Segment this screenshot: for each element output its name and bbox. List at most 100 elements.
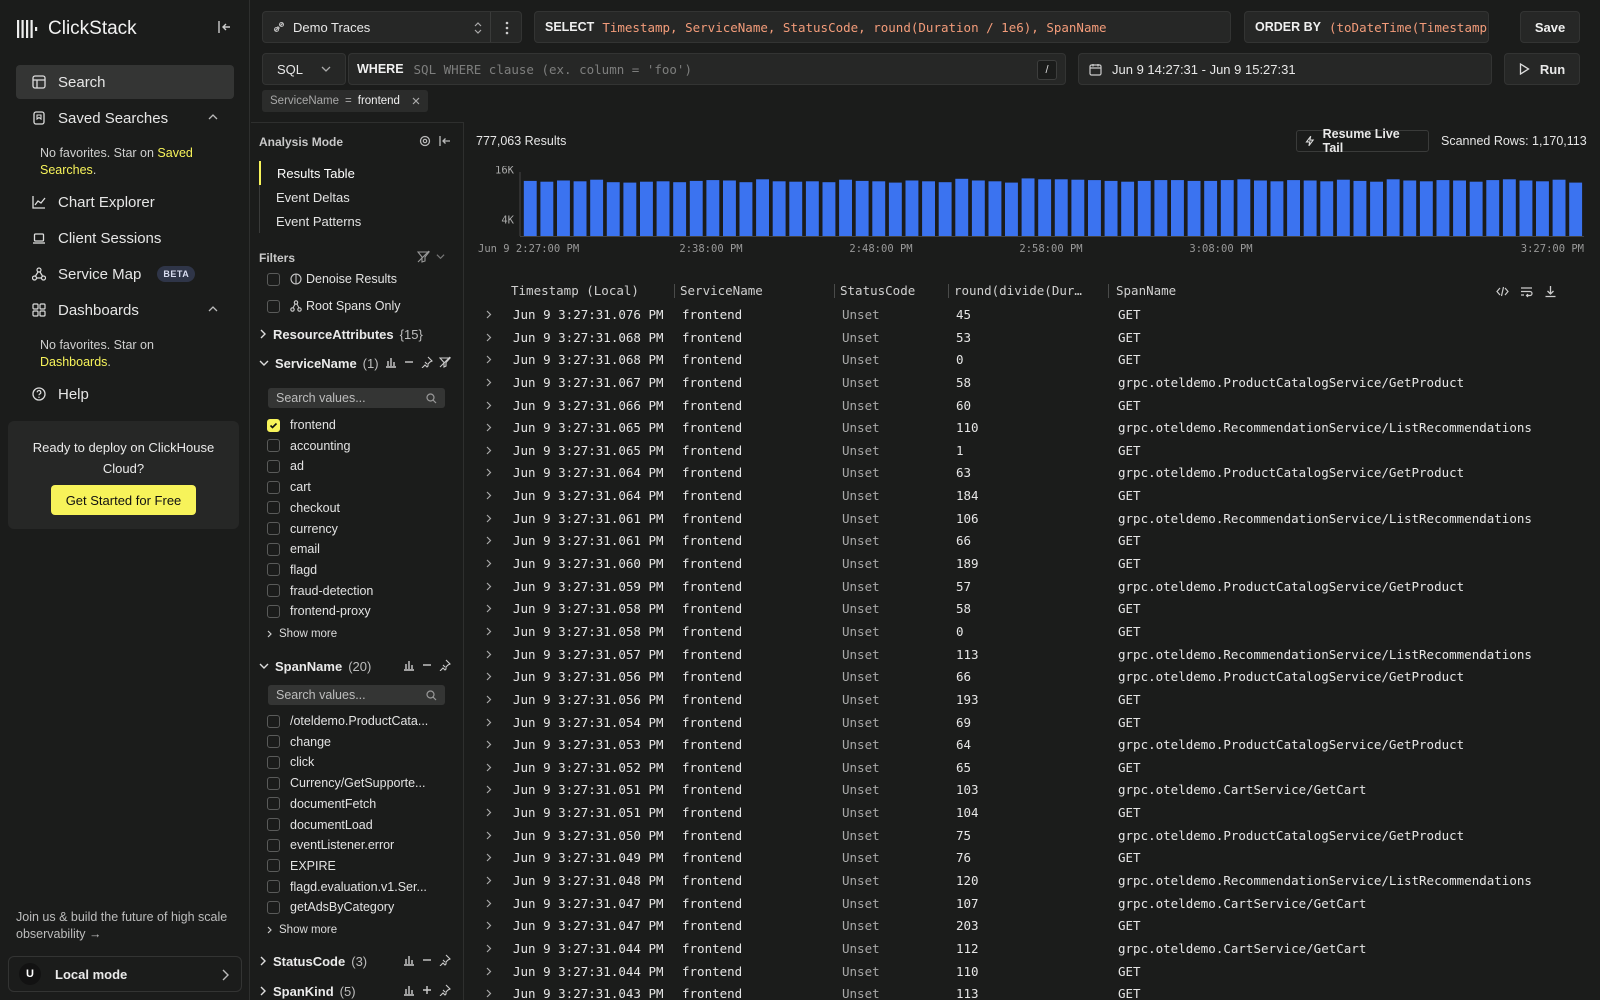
checkbox[interactable] xyxy=(267,776,280,790)
checkbox[interactable] xyxy=(267,880,280,894)
root-spans-toggle[interactable]: Root Spans Only xyxy=(267,296,452,316)
histogram-bar[interactable] xyxy=(1005,182,1018,236)
histogram-bar[interactable] xyxy=(540,181,554,236)
table-row[interactable]: Jun 9 3:27:31.058 PM frontend Unset 58 GET xyxy=(476,597,1588,620)
checkbox[interactable] xyxy=(267,501,280,515)
mode-results-table[interactable]: Results Table xyxy=(259,161,449,185)
collapse-sidebar-icon[interactable] xyxy=(218,20,232,34)
expand-row-icon[interactable] xyxy=(486,718,492,727)
checkbox[interactable] xyxy=(267,480,280,494)
table-row[interactable]: Jun 9 3:27:31.065 PM frontend Unset 1 GET xyxy=(476,439,1588,462)
table-row[interactable]: Jun 9 3:27:31.053 PM frontend Unset 64 grpc.… xyxy=(476,733,1588,756)
table-row[interactable]: Jun 9 3:27:31.058 PM frontend Unset 0 GET xyxy=(476,620,1588,643)
filter-value[interactable]: eventListener.error xyxy=(267,835,452,855)
histogram-bar[interactable] xyxy=(1088,180,1101,236)
checkbox[interactable] xyxy=(267,859,280,873)
histogram-bar[interactable] xyxy=(1370,181,1383,236)
resume-live-tail-button[interactable]: Resume Live Tail xyxy=(1296,127,1429,155)
histogram-bar[interactable] xyxy=(922,181,935,236)
expand-row-icon[interactable] xyxy=(486,650,492,659)
table-row[interactable]: Jun 9 3:27:31.044 PM frontend Unset 110 GET xyxy=(476,960,1588,983)
filter-value[interactable]: cart xyxy=(267,477,452,497)
histogram-bar[interactable] xyxy=(1204,180,1218,236)
run-button[interactable]: Run xyxy=(1504,53,1580,85)
expand-row-icon[interactable] xyxy=(486,899,492,908)
expand-row-icon[interactable] xyxy=(486,536,492,545)
checkbox[interactable] xyxy=(267,604,280,618)
checkbox[interactable] xyxy=(267,563,280,577)
chevron-up-icon[interactable] xyxy=(208,112,218,122)
histogram-bar[interactable] xyxy=(590,179,604,236)
histogram-bar[interactable] xyxy=(689,180,703,236)
histogram-bar[interactable] xyxy=(606,182,620,236)
histogram-bar[interactable] xyxy=(905,180,919,237)
histogram-bar[interactable] xyxy=(988,181,1002,236)
pin-icon[interactable] xyxy=(439,659,451,671)
table-row[interactable]: Jun 9 3:27:31.068 PM frontend Unset 53 GET xyxy=(476,326,1588,349)
checkbox[interactable] xyxy=(267,522,280,535)
expand-row-icon[interactable] xyxy=(486,333,492,342)
table-row[interactable]: Jun 9 3:27:31.048 PM frontend Unset 120 grpc… xyxy=(476,869,1588,892)
nav-help[interactable]: Help xyxy=(16,377,234,411)
filter-value[interactable]: frontend-proxy xyxy=(267,601,452,621)
histogram-bar[interactable] xyxy=(772,181,786,236)
histogram-bar[interactable] xyxy=(789,181,803,236)
expand-row-icon[interactable] xyxy=(486,740,492,749)
filter-value[interactable]: currency xyxy=(267,519,452,539)
brand[interactable]: ClickStack xyxy=(16,14,137,44)
nav-dashboards[interactable]: Dashboards xyxy=(16,293,234,327)
column-header[interactable]: StatusCode xyxy=(840,283,916,298)
expand-row-icon[interactable] xyxy=(486,514,492,523)
show-more-service[interactable]: Show more xyxy=(267,628,337,640)
checkbox[interactable] xyxy=(267,439,280,453)
service-name-search-input[interactable]: Search values... xyxy=(268,388,445,408)
checkbox[interactable] xyxy=(267,459,280,473)
histogram-bar[interactable] xyxy=(1154,180,1168,236)
expand-row-icon[interactable] xyxy=(486,785,492,794)
filter-value[interactable]: EXPIRE xyxy=(267,856,452,876)
expand-row-icon[interactable] xyxy=(486,763,492,772)
expand-row-icon[interactable] xyxy=(486,672,492,681)
nav-saved-searches[interactable]: Saved Searches xyxy=(16,101,234,135)
column-header[interactable]: ServiceName xyxy=(680,283,763,298)
nav-service-map[interactable]: Service Map BETA xyxy=(16,257,234,291)
filter-value[interactable]: checkout xyxy=(267,498,452,518)
expand-row-icon[interactable] xyxy=(486,491,492,500)
group-service-name[interactable]: ServiceName (1) xyxy=(259,352,459,374)
histogram-bar[interactable] xyxy=(938,182,952,236)
expand-row-icon[interactable] xyxy=(486,695,492,704)
filter-value[interactable]: fraud-detection xyxy=(267,581,452,601)
checkbox[interactable] xyxy=(267,418,280,432)
plus-icon[interactable] xyxy=(421,984,433,996)
histogram-bar[interactable] xyxy=(623,182,637,236)
column-header[interactable]: round(divide(Dur… xyxy=(954,283,1082,298)
filter-value[interactable]: documentFetch xyxy=(267,794,452,814)
expand-row-icon[interactable] xyxy=(486,355,492,364)
table-row[interactable]: Jun 9 3:27:31.050 PM frontend Unset 75 grpc.… xyxy=(476,824,1588,847)
histogram-chart[interactable]: 16K 4K Jun 9 2:27:00 PM 2:38:00 PM 2:48:00 P… xyxy=(476,166,1588,262)
histogram-bar[interactable] xyxy=(805,181,819,236)
filter-value[interactable]: accounting xyxy=(267,436,452,456)
pin-icon[interactable] xyxy=(421,356,433,368)
span-name-search-input[interactable]: Search values... xyxy=(268,685,445,705)
histogram-bar[interactable] xyxy=(872,181,886,236)
expand-row-icon[interactable] xyxy=(486,604,492,613)
save-button[interactable]: Save xyxy=(1520,11,1580,43)
checkbox[interactable] xyxy=(267,838,280,852)
expand-row-icon[interactable] xyxy=(486,989,492,998)
nav-client-sessions[interactable]: Client Sessions xyxy=(16,221,234,255)
expand-row-icon[interactable] xyxy=(486,627,492,636)
group-span-kind[interactable]: SpanKind (5) xyxy=(259,980,459,1000)
filter-value[interactable]: flagd xyxy=(267,560,452,580)
group-resource-attributes[interactable]: ResourceAttributes {15} xyxy=(259,323,459,345)
histogram-bar[interactable] xyxy=(822,182,836,236)
filter-value[interactable]: documentLoad xyxy=(267,815,452,835)
histogram-bar[interactable] xyxy=(1403,180,1417,237)
nav-search[interactable]: Search xyxy=(16,65,234,99)
order-by-input[interactable]: ORDER BY (toDateTime(Timestamp), xyxy=(1244,11,1489,43)
table-row[interactable]: Jun 9 3:27:31.061 PM frontend Unset 66 GET xyxy=(476,529,1588,552)
histogram-bar[interactable] xyxy=(1336,179,1350,236)
table-row[interactable]: Jun 9 3:27:31.047 PM frontend Unset 107 grpc… xyxy=(476,892,1588,915)
collapse-panel-icon[interactable] xyxy=(439,135,451,147)
bar-chart-icon[interactable] xyxy=(403,954,415,966)
